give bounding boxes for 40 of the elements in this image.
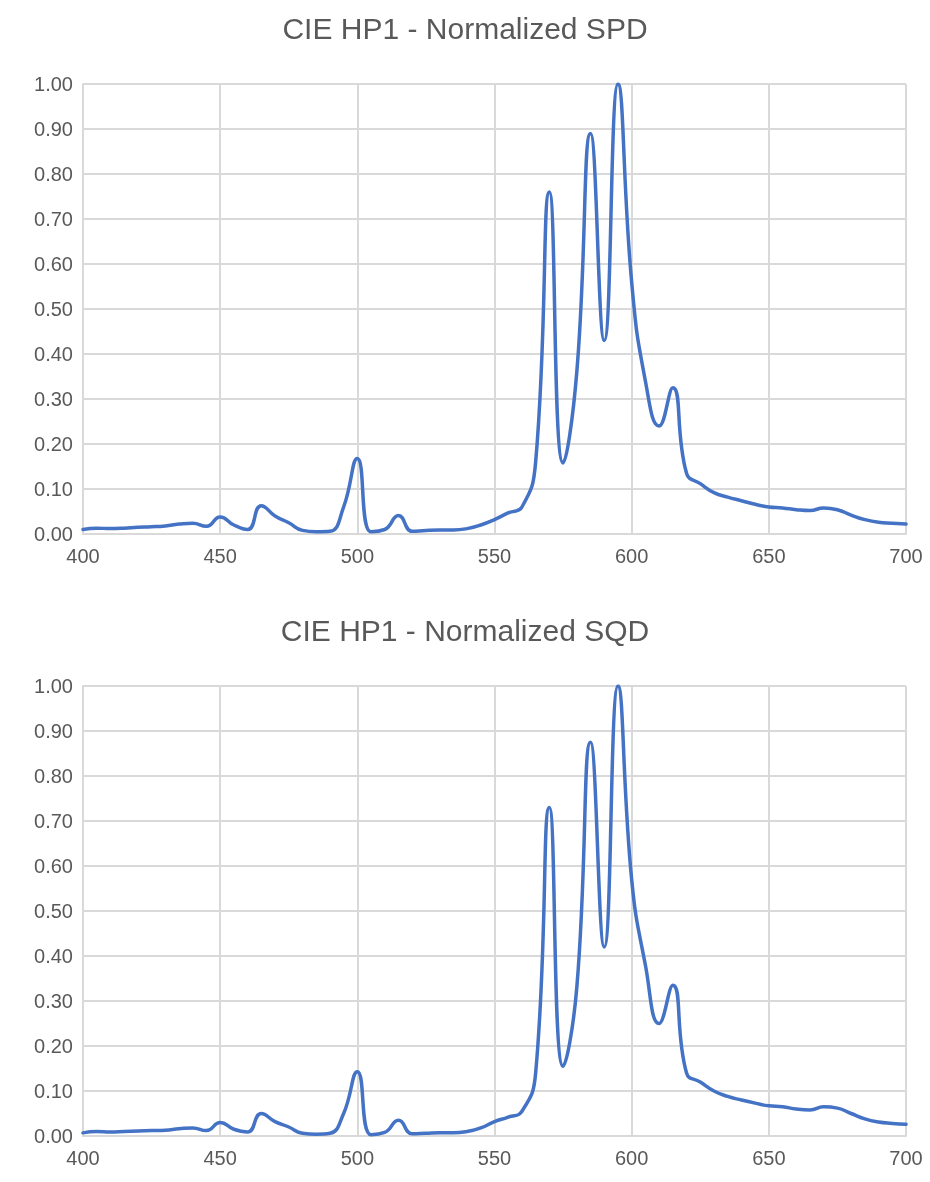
x-tick-label: 450 bbox=[203, 545, 237, 567]
x-tick-label: 700 bbox=[889, 545, 923, 567]
x-tick-label: 600 bbox=[614, 545, 649, 567]
chart-title: CIE HP1 - Normalized SPD bbox=[282, 11, 648, 45]
y-tick-label: 0.00 bbox=[34, 1125, 73, 1147]
y-tick-label: 0.10 bbox=[34, 1080, 73, 1102]
y-tick-label: 0.40 bbox=[34, 945, 73, 967]
x-tick-label: 400 bbox=[66, 1147, 100, 1169]
y-tick-label: 0.80 bbox=[34, 163, 73, 185]
y-tick-label: 0.10 bbox=[34, 478, 73, 500]
y-tick-label: 0.20 bbox=[34, 433, 73, 455]
x-tick-label: 500 bbox=[340, 1147, 375, 1169]
x-tick-label: 450 bbox=[203, 1147, 237, 1169]
line-series bbox=[81, 82, 908, 534]
x-tick-label: 550 bbox=[477, 1147, 512, 1169]
y-tick-label: 0.70 bbox=[34, 810, 73, 832]
y-tick-label: 0.50 bbox=[34, 298, 73, 320]
y-tick-label: 1.00 bbox=[34, 73, 73, 95]
x-tick-label: 700 bbox=[889, 1147, 923, 1169]
y-tick-label: 0.00 bbox=[34, 523, 73, 545]
y-tick-label: 0.60 bbox=[34, 253, 73, 275]
y-tick-label: 0.30 bbox=[34, 388, 73, 410]
y-tick-label: 0.50 bbox=[34, 900, 73, 922]
y-tick-label: 0.20 bbox=[34, 1035, 73, 1057]
line-series bbox=[81, 684, 908, 1137]
y-tick-label: 0.80 bbox=[34, 765, 73, 787]
x-tick-label: 550 bbox=[477, 545, 512, 567]
x-tick-label: 600 bbox=[614, 1147, 649, 1169]
chart-title: CIE HP1 - Normalized SQD bbox=[280, 613, 650, 647]
y-tick-label: 0.60 bbox=[34, 855, 73, 877]
y-tick-label: 0.40 bbox=[34, 343, 73, 365]
y-tick-label: 0.90 bbox=[34, 118, 73, 140]
y-tick-label: 0.30 bbox=[34, 990, 73, 1012]
x-tick-label: 500 bbox=[340, 545, 375, 567]
x-tick-label: 650 bbox=[752, 1147, 786, 1169]
y-tick-label: 0.90 bbox=[34, 720, 73, 742]
x-tick-label: 400 bbox=[66, 545, 100, 567]
y-tick-label: 1.00 bbox=[34, 675, 73, 697]
x-tick-label: 650 bbox=[752, 545, 786, 567]
y-tick-label: 0.70 bbox=[34, 208, 73, 230]
